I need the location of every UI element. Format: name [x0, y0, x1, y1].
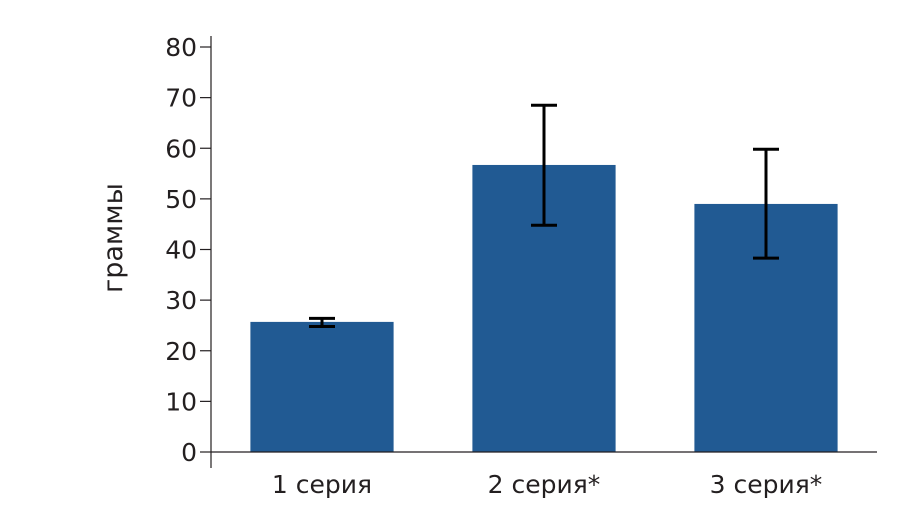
x-tick-label: 2 серия* — [488, 470, 601, 499]
y-axis: 0 10 20 30 40 50 60 70 80 — [165, 33, 212, 468]
y-tick-label: 10 — [165, 387, 197, 416]
y-tick-label: 20 — [165, 337, 197, 366]
error-bar — [753, 147, 779, 260]
y-tick-label: 50 — [165, 185, 197, 214]
y-tick-label: 40 — [165, 236, 197, 265]
y-tick-label: 30 — [165, 286, 197, 315]
error-bars — [309, 103, 779, 328]
y-axis-label: граммы — [98, 183, 129, 293]
y-tick-label: 70 — [165, 84, 197, 113]
bar — [250, 321, 394, 452]
bars — [250, 164, 838, 453]
y-tick-label: 0 — [181, 438, 197, 467]
x-axis: 1 серия 2 серия* 3 серия* — [211, 451, 877, 499]
y-tick-label: 60 — [165, 134, 197, 163]
y-tick-label: 80 — [165, 33, 197, 62]
error-bar — [309, 316, 335, 328]
x-tick-label: 3 серия* — [710, 470, 823, 499]
x-tick-label: 1 серия — [272, 470, 372, 499]
error-bar — [531, 103, 557, 227]
